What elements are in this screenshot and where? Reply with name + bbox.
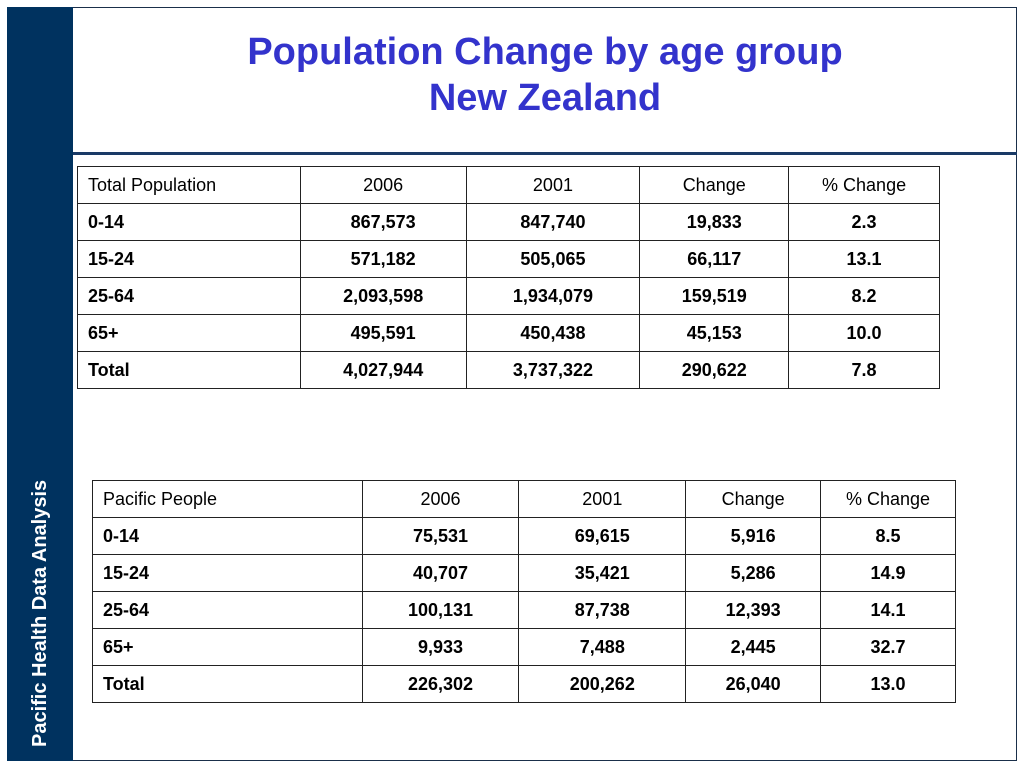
- table-cell: 19,833: [639, 203, 790, 241]
- table-cell: 12,393: [685, 591, 822, 629]
- table-cell: 9,933: [361, 628, 520, 666]
- table-cell: 159,519: [639, 277, 790, 315]
- sidebar-title: Pacific Health Data Analysis: [29, 479, 51, 747]
- table-cell: 8.5: [820, 517, 956, 555]
- table-row-total: Total 226,302 200,262 26,040 13.0: [92, 665, 956, 703]
- table-cell: 867,573: [299, 203, 467, 241]
- table-cell: 450,438: [465, 314, 641, 352]
- column-header: % Change: [788, 166, 940, 204]
- table-cell: 226,302: [361, 665, 520, 703]
- row-label: 0-14: [77, 203, 301, 241]
- table-row: 15-24 571,182 505,065 66,117 13.1: [77, 240, 940, 278]
- table-cell: 87,738: [518, 591, 687, 629]
- table-cell: 8.2: [788, 277, 940, 315]
- table-cell: 5,916: [685, 517, 822, 555]
- column-header: Total Population: [77, 166, 301, 204]
- row-label: 25-64: [77, 277, 301, 315]
- table-cell: 505,065: [465, 240, 641, 278]
- table-cell: 13.1: [788, 240, 940, 278]
- table-cell: 290,622: [639, 351, 790, 389]
- table-cell: 847,740: [465, 203, 641, 241]
- table-header-row: Pacific People 2006 2001 Change % Change: [92, 480, 956, 518]
- row-label: 0-14: [92, 517, 363, 555]
- table-cell: 4,027,944: [299, 351, 467, 389]
- column-header: Pacific People: [92, 480, 363, 518]
- table-cell: 1,934,079: [465, 277, 641, 315]
- row-label: Total: [92, 665, 363, 703]
- table-cell: 13.0: [820, 665, 956, 703]
- row-label: 15-24: [92, 554, 363, 592]
- column-header: Change: [685, 480, 822, 518]
- column-header: Change: [639, 166, 790, 204]
- title-box: Population Change by age group New Zeala…: [73, 7, 1017, 152]
- table-row: 65+ 9,933 7,488 2,445 32.7: [92, 628, 956, 666]
- table-row: 15-24 40,707 35,421 5,286 14.9: [92, 554, 956, 592]
- page-title: Population Change by age group New Zeala…: [73, 29, 1017, 121]
- column-header: 2006: [361, 480, 520, 518]
- table-cell: 2.3: [788, 203, 940, 241]
- table-cell: 2,445: [685, 628, 822, 666]
- table-row-total: Total 4,027,944 3,737,322 290,622 7.8: [77, 351, 940, 389]
- row-label: 25-64: [92, 591, 363, 629]
- column-header: 2006: [299, 166, 467, 204]
- table-cell: 2,093,598: [299, 277, 467, 315]
- table-row: 65+ 495,591 450,438 45,153 10.0: [77, 314, 940, 352]
- column-header: 2001: [465, 166, 641, 204]
- table-row: 25-64 2,093,598 1,934,079 159,519 8.2: [77, 277, 940, 315]
- row-label: Total: [77, 351, 301, 389]
- table-cell: 7.8: [788, 351, 940, 389]
- table-row: 25-64 100,131 87,738 12,393 14.1: [92, 591, 956, 629]
- table-cell: 75,531: [361, 517, 520, 555]
- row-label: 65+: [77, 314, 301, 352]
- table-cell: 14.1: [820, 591, 956, 629]
- table-cell: 5,286: [685, 554, 822, 592]
- sidebar: Pacific Health Data Analysis: [7, 7, 73, 761]
- page-title-line-1: Population Change by age group: [247, 31, 843, 73]
- page-title-line-2: New Zealand: [428, 77, 662, 119]
- table-cell: 35,421: [518, 554, 687, 592]
- table-cell: 495,591: [299, 314, 467, 352]
- pacific-people-table: Pacific People 2006 2001 Change % Change…: [92, 480, 956, 703]
- table-cell: 66,117: [639, 240, 790, 278]
- table-row: 0-14 867,573 847,740 19,833 2.3: [77, 203, 940, 241]
- total-population-table: Total Population 2006 2001 Change % Chan…: [77, 166, 940, 389]
- table-cell: 571,182: [299, 240, 467, 278]
- row-label: 65+: [92, 628, 363, 666]
- table-cell: 45,153: [639, 314, 790, 352]
- table-cell: 14.9: [820, 554, 956, 592]
- title-divider: [73, 152, 1017, 155]
- table-header-row: Total Population 2006 2001 Change % Chan…: [77, 166, 940, 204]
- table-cell: 10.0: [788, 314, 940, 352]
- table-row: 0-14 75,531 69,615 5,916 8.5: [92, 517, 956, 555]
- table-cell: 3,737,322: [465, 351, 641, 389]
- table-cell: 32.7: [820, 628, 956, 666]
- table-cell: 200,262: [518, 665, 687, 703]
- table-cell: 26,040: [685, 665, 822, 703]
- table-cell: 100,131: [361, 591, 520, 629]
- column-header: % Change: [820, 480, 956, 518]
- column-header: 2001: [518, 480, 687, 518]
- table-cell: 7,488: [518, 628, 687, 666]
- row-label: 15-24: [77, 240, 301, 278]
- table-cell: 40,707: [361, 554, 520, 592]
- table-cell: 69,615: [518, 517, 687, 555]
